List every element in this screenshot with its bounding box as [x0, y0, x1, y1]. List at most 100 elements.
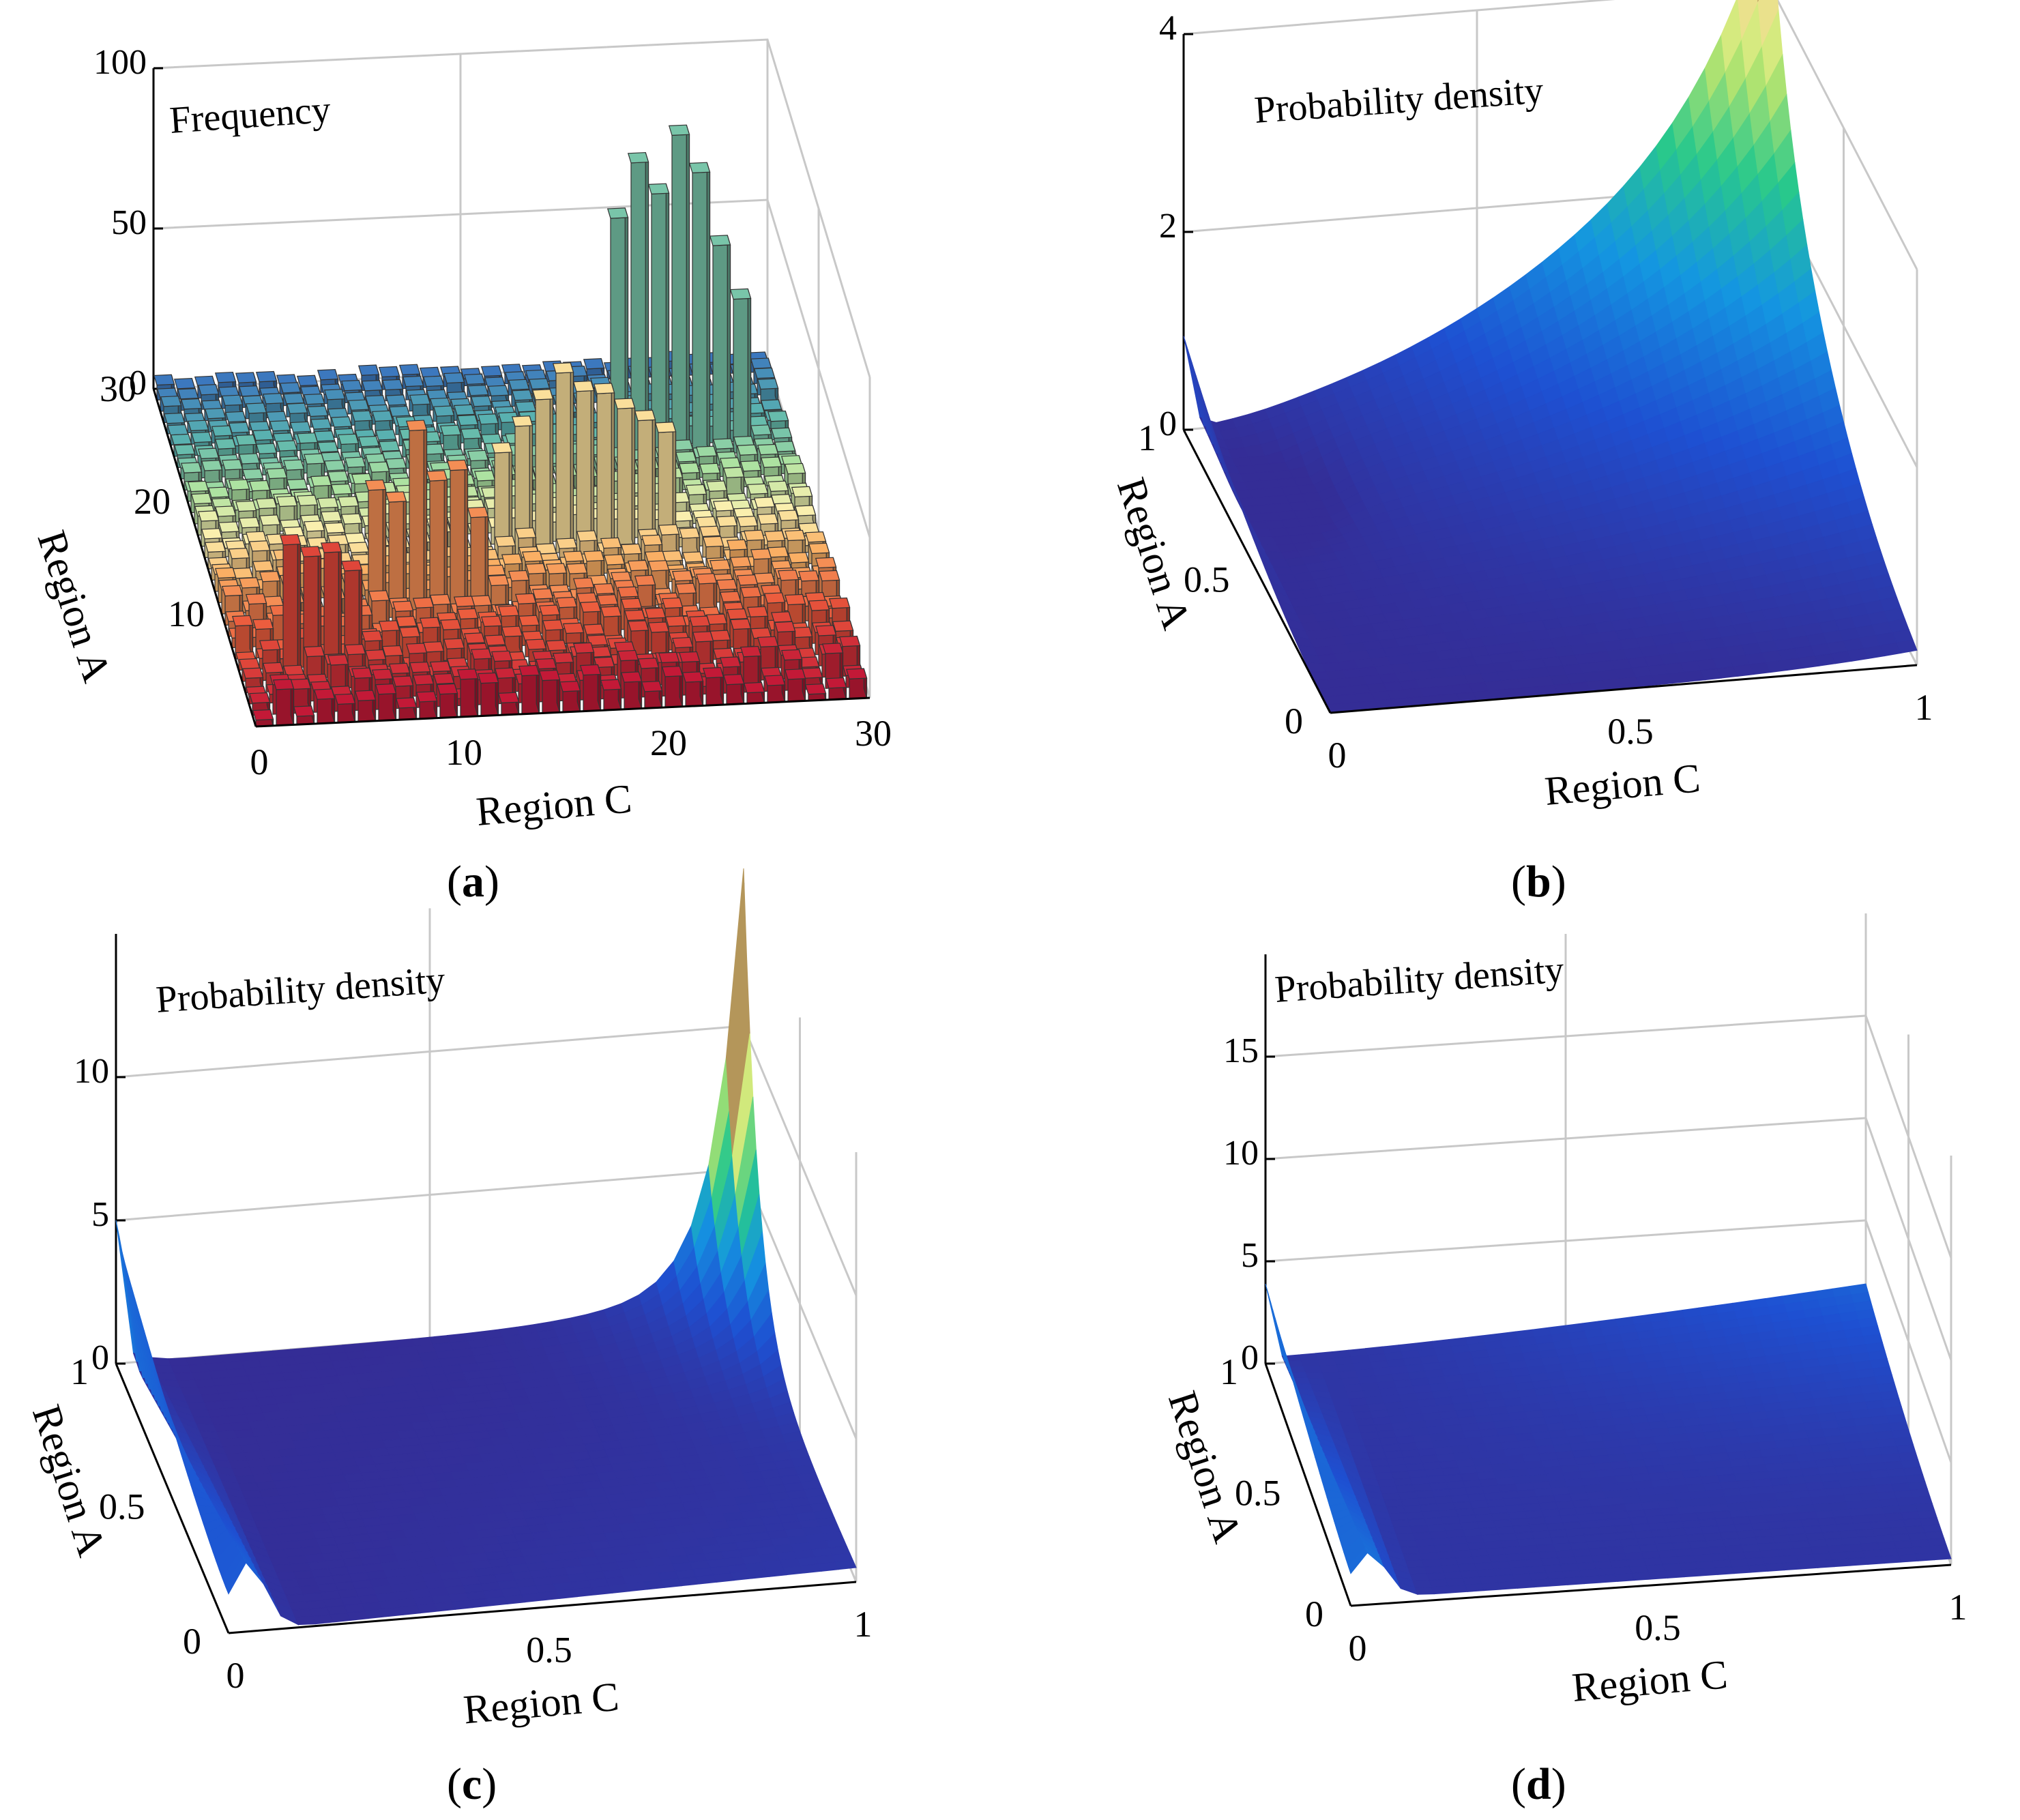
bar-face [804, 531, 827, 543]
panel-c: 0 5 10 0 0.5 1 0 0.5 1 Region C Region A Probabilit… [0, 868, 1010, 1820]
bar-face [297, 534, 302, 679]
a-z-tick-label: 0 [129, 364, 147, 402]
bar-face [736, 444, 759, 456]
bar-face [436, 683, 458, 695]
bar-face [821, 643, 844, 654]
bar-face [228, 422, 250, 434]
bar-face [576, 530, 598, 542]
bar-face [808, 600, 830, 611]
bar-face [296, 495, 319, 506]
bar-face [688, 615, 711, 628]
bar-face [514, 593, 537, 604]
b-z-tick-label: 2 [1159, 207, 1177, 246]
bar-face [562, 551, 585, 562]
bar [334, 693, 356, 724]
bar-face [637, 658, 660, 669]
bar-face [388, 662, 411, 675]
bar [825, 677, 847, 701]
bar-face [235, 372, 257, 383]
bar [354, 690, 377, 722]
a-x-axis [255, 696, 870, 728]
bar-face [197, 384, 220, 396]
bar-face [511, 390, 533, 401]
bar-face [327, 654, 349, 666]
bar-face [606, 207, 629, 219]
bar-face [351, 667, 373, 679]
bar-face [214, 438, 237, 450]
bar-face [514, 527, 537, 539]
bar-face [675, 451, 697, 463]
b-y-axis-label: Region A [1109, 473, 1199, 635]
bar-face [419, 617, 441, 629]
bar-face [477, 672, 499, 684]
bar-face [497, 692, 520, 704]
bar-face [255, 497, 278, 510]
bar-face [415, 691, 438, 703]
bar-face [255, 370, 278, 383]
bar-face [443, 372, 465, 384]
bar-face [763, 675, 786, 686]
bar-face [371, 669, 394, 680]
bar-face [603, 554, 626, 566]
bar-face [286, 402, 308, 414]
bar [552, 362, 574, 553]
bar-face [685, 484, 707, 496]
bar-face [248, 692, 271, 704]
surface-patch [1896, 639, 1918, 654]
bar-face [334, 693, 356, 705]
bar-face [686, 125, 690, 456]
bar-face [279, 533, 302, 546]
bar [572, 380, 595, 553]
bar-face [303, 453, 325, 465]
bar-face [678, 527, 701, 539]
bar-face [838, 635, 861, 647]
bar-face [235, 500, 257, 512]
bar [477, 672, 499, 717]
bar [375, 683, 397, 722]
bar [405, 420, 428, 617]
b-y-axis [1182, 429, 1332, 714]
bar-face [661, 597, 684, 609]
a-title: Frequency [169, 89, 332, 142]
bar-face [371, 410, 394, 422]
bar-face [221, 394, 244, 407]
bar [491, 442, 513, 557]
bar [579, 664, 602, 712]
bar-face [317, 497, 339, 509]
bar-face [231, 615, 254, 627]
bar [784, 669, 806, 703]
bar-face [757, 636, 779, 648]
bar-face [279, 382, 302, 394]
bar-face [746, 606, 769, 618]
bar-face [682, 551, 704, 563]
bar-face [791, 486, 813, 498]
bar-face [248, 540, 271, 552]
bar [426, 470, 448, 617]
bar-face [187, 480, 209, 493]
bar-face [228, 479, 250, 490]
bar-face [402, 375, 424, 387]
bar-face [224, 411, 247, 423]
bar-face [375, 429, 397, 441]
bar-face [535, 658, 557, 670]
bar-face [409, 394, 431, 406]
bar-face [525, 563, 547, 574]
bar-face [364, 394, 387, 407]
bar-face [641, 534, 663, 546]
bar-face [528, 378, 551, 390]
bar-face [429, 660, 452, 673]
bar-face [160, 396, 182, 407]
bar-face [177, 387, 199, 400]
bar-face [511, 415, 533, 427]
bar-face [340, 560, 363, 572]
bar-face [620, 543, 643, 555]
bar-face [357, 364, 380, 376]
bar-face [180, 398, 203, 410]
bar-face [600, 679, 622, 691]
bar-face [276, 495, 298, 508]
bar-face [671, 570, 694, 582]
bar-face [364, 649, 387, 661]
c-z-tick-label: 10 [74, 1052, 109, 1091]
bar-face [241, 468, 264, 480]
bar-face [531, 588, 554, 600]
